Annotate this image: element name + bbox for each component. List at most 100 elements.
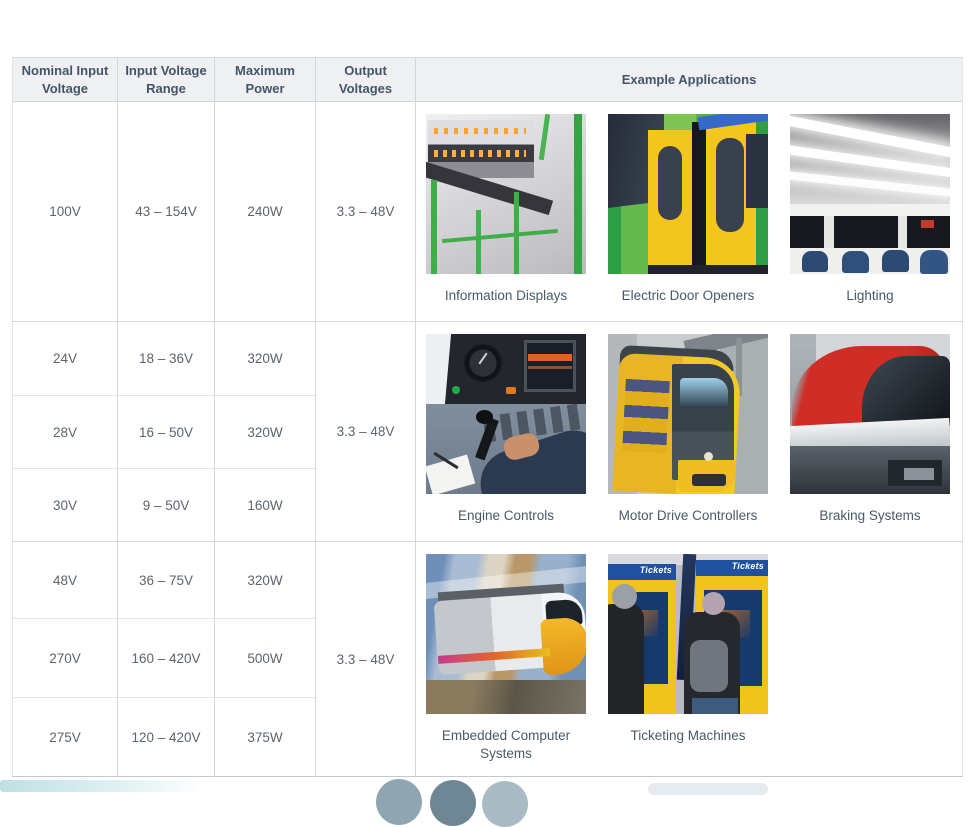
applications-cell: Engine Controls (415, 321, 963, 542)
track-shape (426, 680, 586, 715)
handrail-shape (431, 180, 437, 275)
max-power-cell: 320W (214, 395, 316, 469)
max-power-cell: 320W (214, 541, 316, 619)
voltage-range-cell: 36 – 75V (117, 541, 215, 619)
application-caption: Braking Systems (819, 508, 921, 524)
station-post-shape (736, 338, 742, 397)
voltage-range-cell: 160 – 420V (117, 618, 215, 698)
voltage-range-cell: 120 – 420V (117, 697, 215, 777)
cutoff-circle (482, 781, 528, 827)
col-header-nominal-input-voltage: Nominal Input Voltage (12, 56, 118, 103)
max-power-cell: 500W (214, 618, 316, 698)
col-header-input-voltage-range: Input Voltage Range (117, 56, 215, 103)
nominal-voltage-cell: 24V (12, 321, 118, 396)
pillar-shape (898, 216, 907, 251)
application-figure: Electric Door Openers (608, 114, 768, 305)
handrail-shape (574, 114, 582, 275)
coupler-plate-shape (904, 468, 934, 481)
application-caption: Information Displays (444, 288, 568, 304)
jeans-shape (692, 698, 738, 715)
application-image-motor-drive-controllers (608, 334, 768, 495)
application-caption: Ticketing Machines (630, 728, 746, 744)
col-header-example-applications: Example Applications (415, 56, 963, 103)
table-row: 28V 16 – 50V 320W (12, 395, 963, 469)
applications-cell: Embedded Computer Systems Tickets (415, 541, 963, 777)
voltage-range-cell: 43 – 154V (117, 101, 215, 322)
nominal-voltage-cell: 270V (12, 618, 118, 698)
door-glass-shape (716, 138, 744, 233)
seat-shape (920, 250, 948, 275)
nominal-voltage-cell: 100V (12, 101, 118, 322)
door-glass-shape (658, 146, 682, 221)
seat-shape (842, 251, 869, 274)
application-figure: Lighting (790, 114, 950, 305)
nominal-voltage-cell: 28V (12, 395, 118, 469)
handrail-shape (442, 229, 558, 244)
cutoff-circle (430, 780, 476, 826)
application-image-electric-door-openers (608, 114, 768, 275)
application-image-braking-systems (790, 334, 950, 495)
application-caption: Embedded Computer Systems (441, 728, 571, 761)
output-voltages-cell: 3.3 – 48V (315, 101, 416, 322)
application-figure: Embedded Computer Systems (426, 554, 586, 762)
application-caption: Motor Drive Controllers (618, 508, 758, 524)
table-row: 48V 36 – 75V 320W 3.3 – 48V (12, 541, 963, 777)
handrail-shape (476, 210, 481, 275)
applications-row: Engine Controls (426, 334, 950, 525)
table-row: 24V 18 – 36V 320W 3.3 – 48V (12, 321, 963, 542)
voltage-range-cell: 16 – 50V (117, 395, 215, 469)
applications-row: Embedded Computer Systems Tickets (426, 554, 950, 762)
output-voltages-cell: 3.3 – 48V (315, 321, 416, 542)
application-caption: Electric Door Openers (621, 288, 755, 304)
table-row: 100V 43 – 154V 240W 3.3 – 48V (12, 101, 963, 322)
person-head-shape (612, 584, 637, 610)
header-row: Nominal Input Voltage Input Voltage Rang… (12, 56, 963, 103)
cutoff-circle (376, 779, 422, 825)
output-voltages-cell: 3.3 – 48V (315, 541, 416, 777)
application-image-embedded-computer-systems (426, 554, 586, 715)
application-figure: Braking Systems (790, 334, 950, 525)
handrail-shape (538, 114, 551, 161)
led-dots-shape (434, 150, 526, 158)
table-row: 275V 120 – 420V 375W (12, 697, 963, 777)
person-shape (608, 604, 644, 715)
screen-stripe-shape (528, 354, 572, 362)
voltage-range-cell: 18 – 36V (117, 321, 215, 396)
bumper-shape (692, 474, 726, 487)
application-figure: Motor Drive Controllers (608, 334, 768, 525)
nominal-voltage-cell: 48V (12, 541, 118, 619)
application-figure: Information Displays (426, 114, 586, 305)
indicator-light-shape (452, 386, 460, 395)
door-sill-shape (648, 265, 768, 275)
cutoff-teal-bar (0, 780, 205, 792)
lever-knob-shape (476, 410, 493, 425)
indicator-light-shape (506, 387, 516, 395)
application-figure: Engine Controls (426, 334, 586, 525)
application-caption: Lighting (846, 288, 894, 304)
screen-stripe-shape (528, 366, 572, 370)
voltage-range-cell: 9 – 50V (117, 468, 215, 542)
tickets-sign-label: Tickets (639, 565, 672, 576)
train-window-shape (746, 134, 768, 209)
table-row: 30V 9 – 50V 160W (12, 468, 963, 542)
tickets-sign: Tickets (608, 564, 676, 581)
applications-row: Information Displays (426, 114, 950, 305)
applications-cell: Information Displays (415, 101, 963, 322)
door-gap-shape (692, 122, 706, 275)
application-image-ticketing-machines: Tickets Tickets (608, 554, 768, 715)
train-side-windows-shape (622, 378, 670, 454)
pillar-shape (824, 216, 834, 251)
max-power-cell: 160W (214, 468, 316, 542)
max-power-cell: 375W (214, 697, 316, 777)
seat-shape (802, 251, 828, 273)
seat-shape (882, 250, 909, 273)
col-header-maximum-power: Maximum Power (214, 56, 316, 103)
application-image-information-displays (426, 114, 586, 275)
wall-shape (790, 204, 950, 219)
sign-shape (921, 220, 934, 229)
power-supply-spec-table: Nominal Input Voltage Input Voltage Rang… (12, 56, 963, 778)
gauge-dial-shape (464, 344, 502, 383)
max-power-cell: 240W (214, 101, 316, 322)
table-row: 270V 160 – 420V 500W (12, 618, 963, 698)
page: { "colors": { "header_bg": "#eef0f2", "h… (0, 56, 963, 827)
